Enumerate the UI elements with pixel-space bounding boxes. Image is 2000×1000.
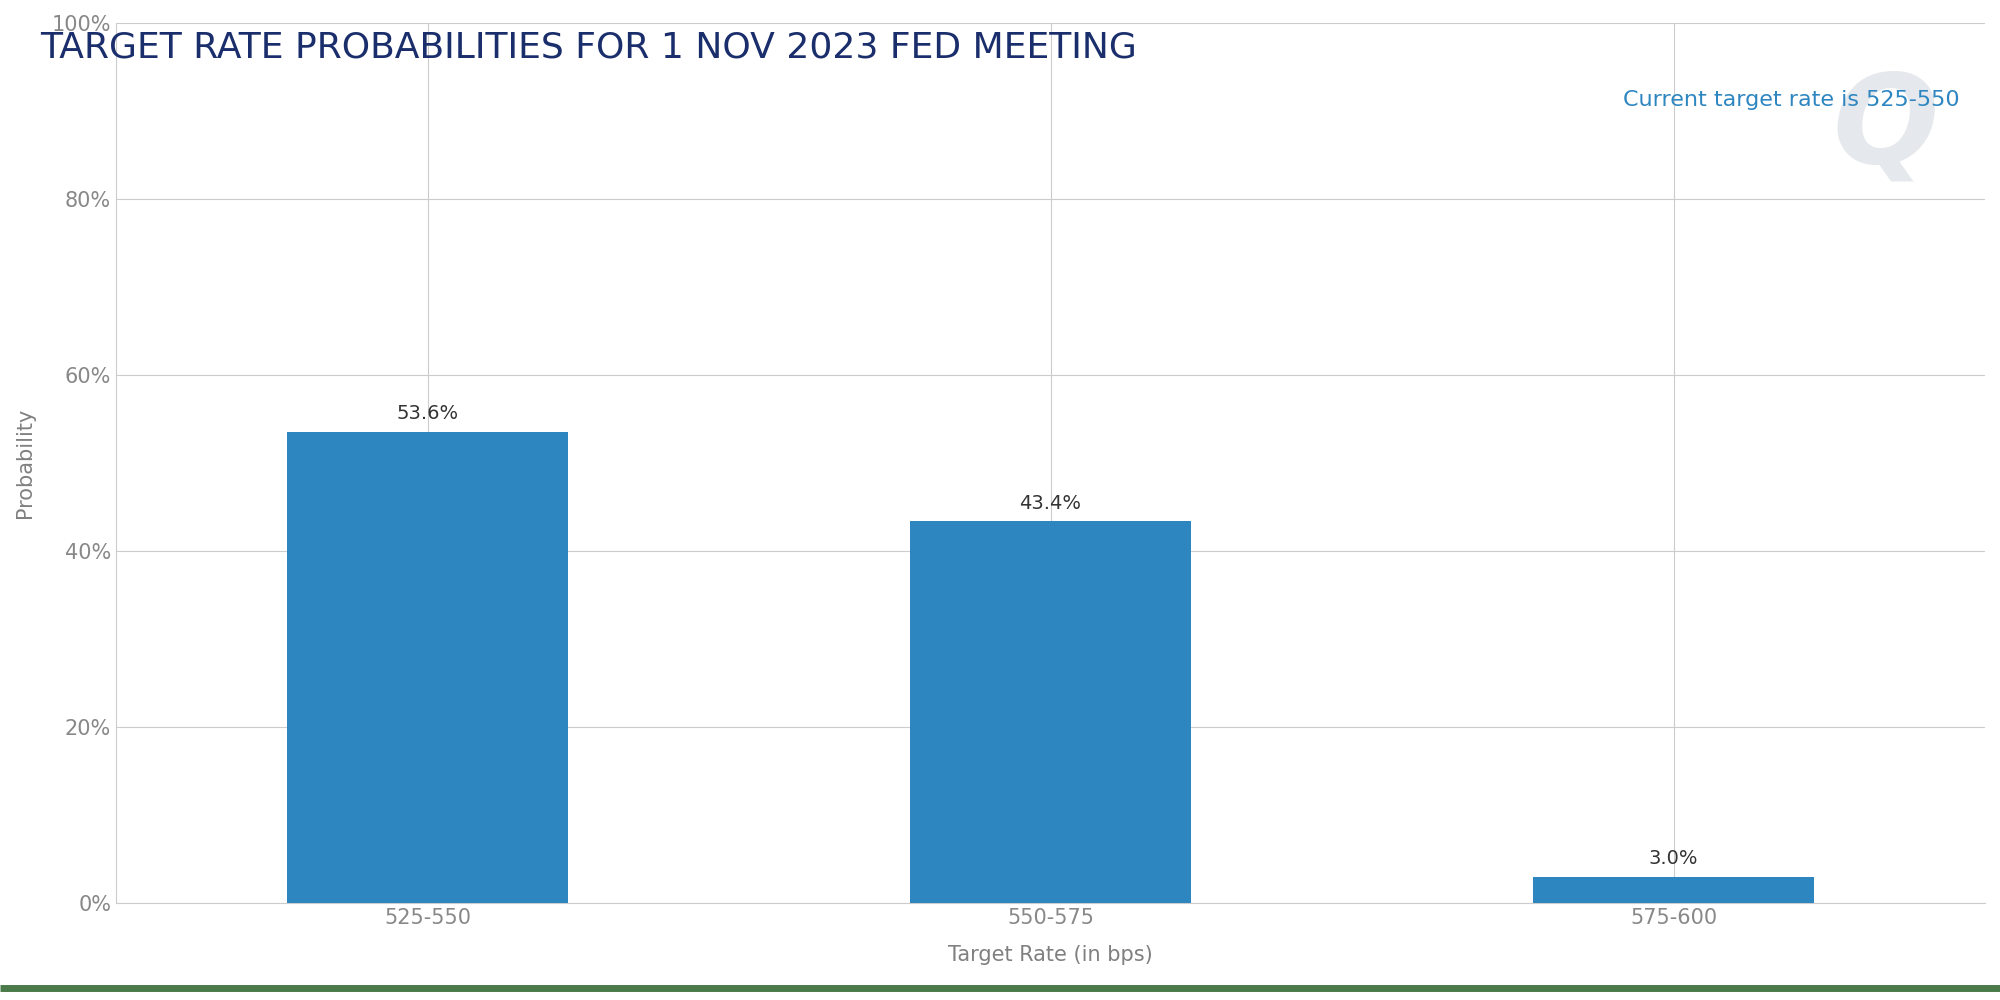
Y-axis label: Probability: Probability [14,408,34,518]
X-axis label: Target Rate (in bps): Target Rate (in bps) [948,945,1152,965]
Text: Current target rate is 525-550: Current target rate is 525-550 [1624,90,1960,110]
Bar [1534,877,1814,903]
Text: Q: Q [1832,67,1938,188]
Bar [910,521,1190,903]
Text: 3.0%: 3.0% [1648,849,1698,868]
Text: 43.4%: 43.4% [1020,494,1082,513]
Text: 53.6%: 53.6% [396,404,458,423]
Text: TARGET RATE PROBABILITIES FOR 1 NOV 2023 FED MEETING: TARGET RATE PROBABILITIES FOR 1 NOV 2023… [40,30,1136,64]
Bar [288,432,568,903]
